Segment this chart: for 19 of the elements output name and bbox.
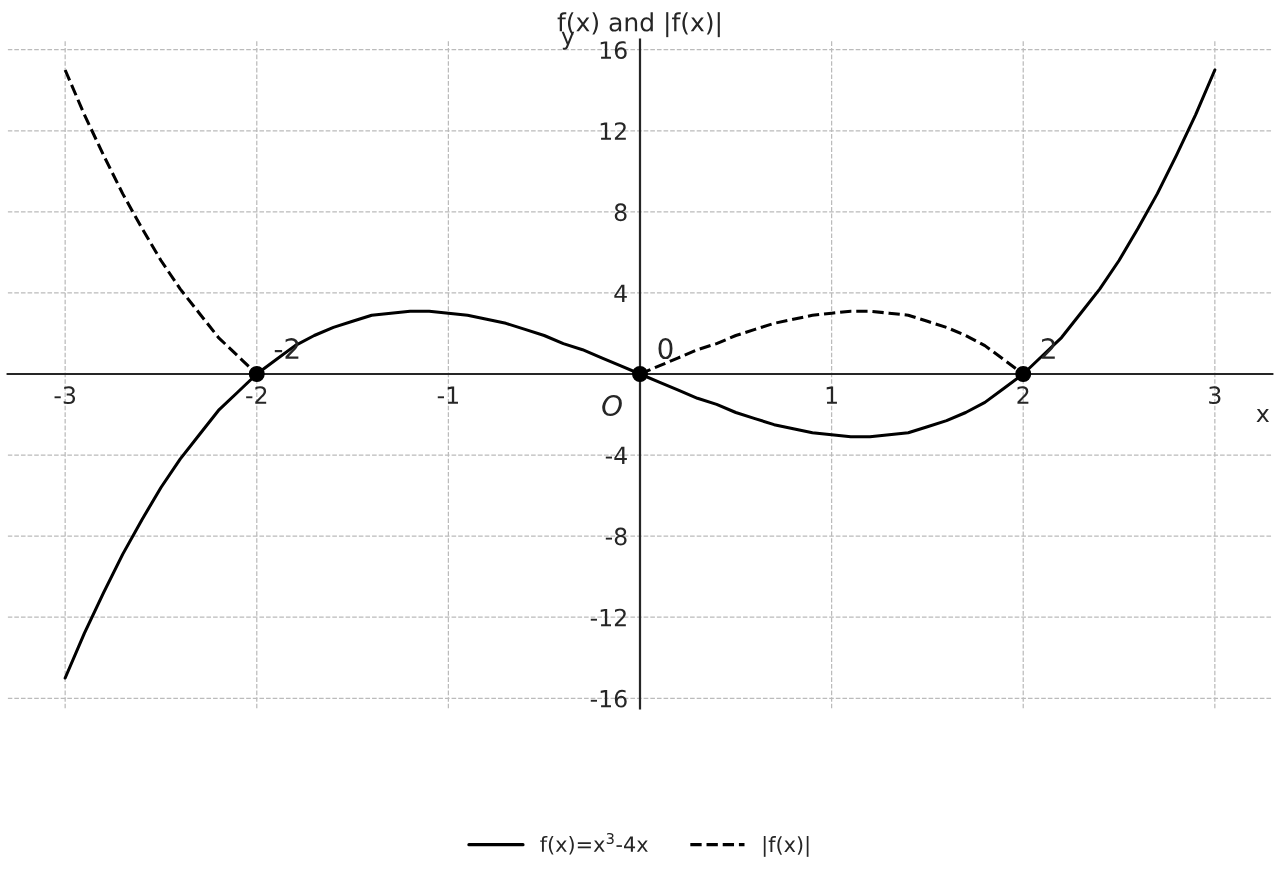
y-tick-label: 4 xyxy=(614,284,627,302)
x-tick-label: -2 xyxy=(246,386,267,404)
y-tick-label: -16 xyxy=(590,689,627,708)
x-tick-label: -1 xyxy=(437,386,458,404)
legend-label: |f(x)| xyxy=(763,836,809,857)
y-tick-label: 8 xyxy=(614,203,627,222)
x-tick-label: -3 xyxy=(54,386,76,405)
x-axis-title: x xyxy=(1256,409,1270,423)
x-tick-label: 2 xyxy=(1017,386,1029,404)
y-tick-label: -12 xyxy=(590,608,626,627)
y-tick-label: 12 xyxy=(600,122,626,140)
annotation: O xyxy=(602,395,622,417)
y-tick-label: -8 xyxy=(605,527,627,546)
x-tick-label: 1 xyxy=(826,386,837,404)
x-tick-label: 3 xyxy=(1209,386,1221,405)
legend-label: f(x)=x$^{3}$-4x xyxy=(540,832,648,855)
annotation: 0 xyxy=(658,338,673,360)
y-tick-label: 16 xyxy=(600,41,627,60)
y-tick-label: -4 xyxy=(605,446,627,465)
